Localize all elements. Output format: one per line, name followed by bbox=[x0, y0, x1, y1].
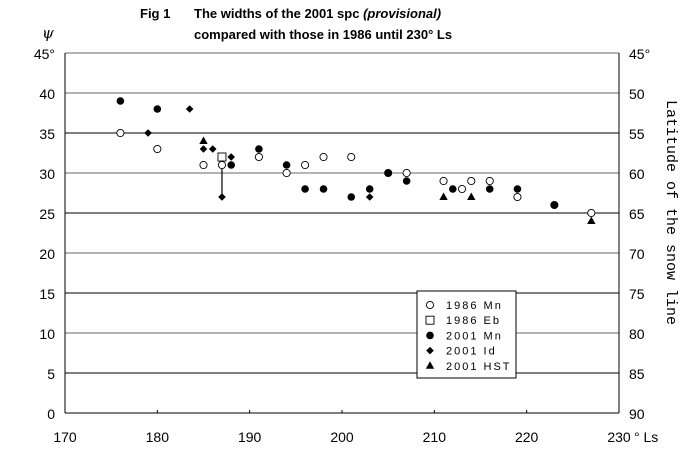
figure-label: Fig 1 bbox=[140, 6, 170, 21]
point-2001-mn bbox=[282, 161, 291, 169]
y-right-axis-label: Latitude of the snow line bbox=[662, 100, 679, 325]
legend-label-2001-hst: 2001 HST bbox=[446, 361, 512, 373]
y-right-tick-label: 65 bbox=[629, 206, 645, 222]
point-2001-mn bbox=[550, 201, 559, 209]
point-1986-mn bbox=[457, 184, 467, 194]
point-2001-id bbox=[185, 105, 194, 113]
y-right-tick-label: 45° bbox=[629, 46, 650, 62]
y-right-tick-label: 85 bbox=[629, 366, 645, 382]
y-tick-label: 20 bbox=[39, 246, 55, 262]
legend-marker-2001-hst bbox=[425, 361, 435, 369]
point-2001-id bbox=[199, 145, 208, 153]
point-1986-mn bbox=[153, 144, 162, 154]
point-1986-mn bbox=[301, 160, 310, 170]
point-1986-mn bbox=[319, 152, 328, 162]
y-tick-label: 5 bbox=[47, 366, 55, 382]
y-tick-label: 35 bbox=[39, 126, 55, 142]
point-1986-mn bbox=[513, 192, 522, 202]
point-2001-id bbox=[227, 153, 235, 161]
legend-label-1986-mn: 1986 Mn bbox=[446, 300, 503, 312]
y-tick-label: 10 bbox=[39, 326, 55, 342]
point-1986-mn bbox=[587, 208, 596, 218]
point-2001-mn bbox=[301, 185, 309, 193]
point-2001-mn bbox=[116, 97, 125, 105]
point-1986-mn bbox=[467, 176, 476, 186]
y-right-tick-label: 70 bbox=[629, 246, 645, 262]
legend-label-2001-id: 2001 Id bbox=[446, 346, 497, 358]
y-right-tick-label: 75 bbox=[629, 286, 645, 302]
point-2001-id bbox=[365, 193, 374, 201]
y-tick-label: 30 bbox=[39, 166, 55, 182]
point-2001-id bbox=[218, 193, 226, 201]
point-2001-mn bbox=[153, 105, 162, 113]
y-right-tick-label: 90 bbox=[629, 406, 645, 422]
y-tick-label: 0 bbox=[47, 406, 55, 422]
legend-label-2001-mn: 2001 Mn bbox=[446, 330, 503, 342]
point-2001-hst bbox=[587, 216, 596, 224]
point-1986-mn bbox=[485, 176, 494, 186]
point-2001-hst bbox=[439, 192, 448, 200]
y-axis-label: ψ bbox=[42, 24, 54, 42]
x-tick-label: 220 bbox=[515, 429, 539, 445]
legend-marker-2001-id bbox=[426, 346, 434, 355]
point-2001-mn bbox=[227, 161, 235, 169]
point-1986-mn bbox=[254, 152, 263, 162]
y-right-tick-label: 55 bbox=[629, 126, 645, 142]
point-2001-mn bbox=[485, 185, 494, 193]
x-tick-label: 180 bbox=[146, 429, 170, 445]
y-right-tick-label: 50 bbox=[629, 86, 645, 102]
point-1986-mn bbox=[282, 168, 291, 178]
legend: 1986 Mn 1986 Eb 2001 Mn 2001 Id 2001 HST bbox=[416, 290, 517, 379]
legend-label-1986-eb: 1986 Eb bbox=[446, 315, 501, 327]
y-tick-label: 25 bbox=[39, 206, 55, 222]
y-tick-label: 15 bbox=[39, 286, 55, 302]
point-2001-hst bbox=[467, 192, 476, 200]
x-axis-label: ° Ls bbox=[634, 429, 658, 445]
point-2001-mn bbox=[347, 193, 356, 201]
point-1986-mn bbox=[347, 152, 356, 162]
point-2001-mn bbox=[365, 185, 374, 193]
point-2001-id bbox=[144, 129, 152, 137]
point-2001-mn bbox=[402, 177, 411, 185]
chart-title-line1: The widths of the 2001 spc (provisional) bbox=[194, 6, 441, 21]
point-2001-id bbox=[208, 145, 217, 153]
point-1986-mn bbox=[402, 168, 411, 178]
y-tick-label: 45° bbox=[34, 46, 55, 62]
point-2001-mn bbox=[384, 169, 392, 177]
point-1986-mn bbox=[217, 160, 227, 170]
point-1986-mn bbox=[199, 160, 208, 170]
point-2001-mn bbox=[513, 185, 522, 193]
y-tick-label: 40 bbox=[39, 86, 55, 102]
legend-marker-1986-eb bbox=[425, 315, 435, 325]
point-2001-mn bbox=[319, 185, 328, 193]
point-2001-mn bbox=[255, 145, 263, 153]
point-1986-mn bbox=[116, 128, 125, 138]
x-tick-label: 230 bbox=[607, 429, 631, 445]
legend-marker-2001-mn bbox=[426, 331, 434, 340]
y-right-tick-label: 60 bbox=[629, 166, 645, 182]
x-tick-label: 210 bbox=[423, 429, 447, 445]
x-tick-label: 190 bbox=[238, 429, 262, 445]
x-tick-label: 200 bbox=[330, 429, 354, 445]
point-1986-eb bbox=[217, 152, 227, 162]
point-1986-mn bbox=[439, 176, 448, 186]
y-right-tick-label: 80 bbox=[629, 326, 645, 342]
x-tick-label: 170 bbox=[53, 429, 77, 445]
point-2001-mn bbox=[449, 185, 457, 193]
chart-title-line2: compared with those in 1986 until 230° L… bbox=[194, 27, 452, 42]
legend-marker-1986-mn bbox=[425, 300, 435, 310]
point-2001-hst bbox=[199, 136, 208, 144]
